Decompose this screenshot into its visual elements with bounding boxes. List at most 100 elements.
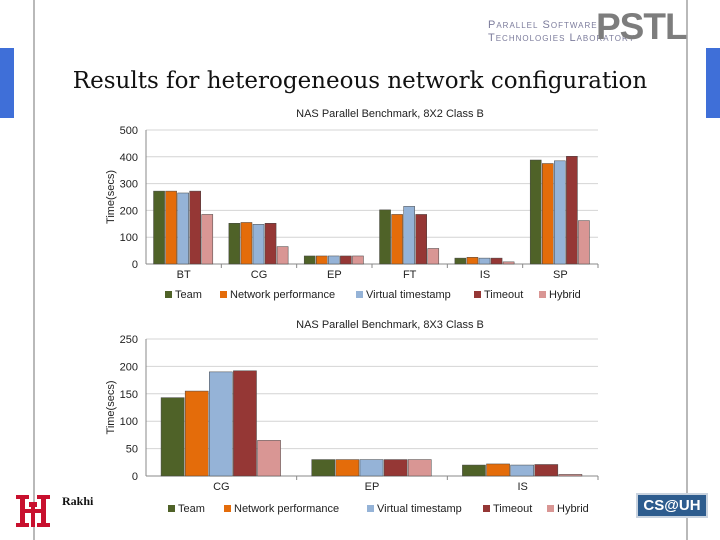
chart1-bar xyxy=(554,160,566,265)
chart2-bar xyxy=(383,459,408,477)
chart2-ytick-label: 0 xyxy=(132,471,138,483)
chart2-bar xyxy=(257,440,281,477)
chart1-xtick-label: SP xyxy=(553,269,568,281)
chart2-ytick-label: 200 xyxy=(120,361,138,373)
chart1-bar xyxy=(542,163,554,265)
chart1-legend-swatch xyxy=(165,291,172,298)
chart2-bar xyxy=(335,459,360,477)
chart1-bar xyxy=(490,257,503,265)
chart1-bar xyxy=(391,214,403,265)
chart2-legend-swatch xyxy=(168,505,175,512)
chart1-ylabel: Time(secs) xyxy=(105,170,117,224)
chart1-legend-label: Team xyxy=(175,289,202,301)
chart2-legend-label: Virtual timestamp xyxy=(377,503,462,515)
chart2-bar xyxy=(510,464,534,477)
chart1-legend-swatch xyxy=(539,291,546,298)
chart2-legend-swatch xyxy=(224,505,231,512)
chart1-bar xyxy=(276,246,289,265)
chart1-ytick-label: 400 xyxy=(120,152,138,164)
chart1-legend-swatch xyxy=(220,291,227,298)
chart1-bar xyxy=(415,214,427,265)
right-accent-tab xyxy=(706,48,720,118)
chart2-bar xyxy=(462,464,486,477)
chart1-bar xyxy=(201,214,214,265)
chart2-title: NAS Parallel Benchmark, 8X3 Class B xyxy=(296,319,484,331)
chart2-xtick-label: IS xyxy=(517,481,527,493)
chart1-bar xyxy=(303,255,316,265)
chart1-bar xyxy=(264,223,277,265)
chart1-bar xyxy=(189,190,201,265)
chart1-bar xyxy=(403,206,415,265)
lab-name-line2: Technologies Laboratory xyxy=(488,32,635,44)
chart2-bar xyxy=(534,464,559,477)
chart1-legend-swatch xyxy=(356,291,363,298)
left-accent-tab xyxy=(0,48,14,118)
chart1-bar xyxy=(466,257,479,265)
chart1-bar xyxy=(252,224,265,265)
chart1-bar xyxy=(228,223,241,265)
chart2-bar xyxy=(160,397,185,477)
chart2-ytick-label: 50 xyxy=(126,444,138,456)
chart2-xtick-label: EP xyxy=(365,481,380,493)
chart1-ytick-label: 0 xyxy=(132,259,138,271)
chart1-xtick-label: FT xyxy=(403,269,417,281)
chart1-bar xyxy=(352,255,364,265)
slide-title: Results for heterogeneous network config… xyxy=(72,68,648,94)
chart1-bar xyxy=(454,257,467,265)
chart1-xtick-label: BT xyxy=(177,269,191,281)
chart2-legend-swatch xyxy=(367,505,374,512)
right-border-line xyxy=(686,0,688,540)
chart1-xtick-label: EP xyxy=(327,269,342,281)
chart1-legend-swatch xyxy=(474,291,481,298)
chart2-legend-label: Network performance xyxy=(234,503,339,515)
chart1-ytick-label: 200 xyxy=(120,205,138,217)
chart1-bar xyxy=(240,222,253,265)
chart1-bar xyxy=(153,190,165,265)
chart2-ylabel: Time(secs) xyxy=(105,381,117,435)
chart2-legend-label: Team xyxy=(178,503,205,515)
author-name: Rakhi xyxy=(62,494,94,508)
pstl-logo: PSTL xyxy=(596,6,688,47)
chart1-legend-label: Virtual timestamp xyxy=(366,289,451,301)
chart1-legend-label: Network performance xyxy=(230,289,335,301)
chart1-bar xyxy=(177,192,189,265)
chart2-bar xyxy=(359,459,384,477)
uh-logo-icon xyxy=(16,495,50,527)
chart1-ytick-label: 100 xyxy=(120,232,138,244)
csuh-logo: CS@UH xyxy=(636,493,708,518)
chart1-bar xyxy=(340,255,352,265)
chart2-bar xyxy=(233,370,257,477)
chart2-ytick-label: 250 xyxy=(120,334,138,346)
chart1-bar xyxy=(529,159,542,265)
lab-name-line1: Parallel Software xyxy=(488,19,598,31)
chart2-legend-swatch xyxy=(483,505,490,512)
chart1-bar xyxy=(379,209,391,265)
chart2-ytick-label: 100 xyxy=(120,416,138,428)
chart1-bar xyxy=(478,257,491,265)
chart1-ytick-label: 300 xyxy=(120,179,138,191)
chart2-ytick-label: 150 xyxy=(120,389,138,401)
chart1-ytick-label: 500 xyxy=(120,125,138,137)
chart1-bar xyxy=(427,248,440,265)
chart1-bar xyxy=(578,220,590,265)
chart2-legend-label: Hybrid xyxy=(557,503,589,515)
left-border-line xyxy=(33,0,35,540)
chart1-bar xyxy=(502,261,515,265)
chart2-bar xyxy=(311,459,336,477)
chart2-xtick-label: CG xyxy=(213,481,230,493)
chart1-bar xyxy=(566,156,578,265)
chart1-bar xyxy=(165,190,177,265)
chart2-bar xyxy=(558,474,583,477)
chart1-legend-label: Hybrid xyxy=(549,289,581,301)
chart1-xtick-label: CG xyxy=(251,269,268,281)
chart1-bar xyxy=(328,255,340,265)
chart1-title: NAS Parallel Benchmark, 8X2 Class B xyxy=(296,108,484,120)
chart2-bar xyxy=(486,463,510,477)
chart1-legend-label: Timeout xyxy=(484,289,523,301)
chart2-bar xyxy=(184,390,209,477)
chart2-bar xyxy=(407,459,432,477)
chart1-bar xyxy=(316,255,328,265)
chart2-legend-swatch xyxy=(547,505,554,512)
chart2-bar xyxy=(209,371,233,477)
